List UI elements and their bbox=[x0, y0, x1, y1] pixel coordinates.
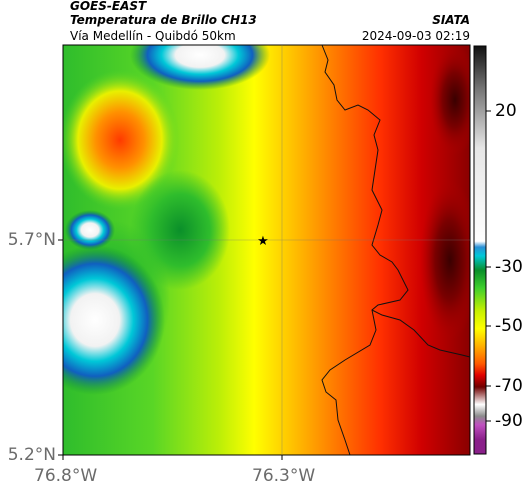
colorbar-tick-minus30: -30 bbox=[495, 257, 523, 277]
colorbar-tick-minus70: -70 bbox=[495, 376, 523, 396]
xtick-76.3W: 76.3°W bbox=[252, 466, 316, 486]
ytick-5.2N: 5.2°N bbox=[7, 445, 56, 465]
boundaries bbox=[321, 44, 471, 456]
gridlines bbox=[63, 45, 470, 455]
ytick-5.7N: 5.7°N bbox=[7, 230, 56, 250]
map-field bbox=[63, 45, 470, 455]
title-organization: SIATA bbox=[432, 13, 470, 27]
colorbar-tick-20: 20 bbox=[495, 101, 517, 121]
colorbar-tick-minus50: -50 bbox=[495, 316, 523, 336]
title-timestamp: 2024-09-03 02:19 bbox=[361, 29, 470, 43]
colorbar-tick-minus90: -90 bbox=[495, 411, 523, 431]
station-star: ★ bbox=[257, 234, 269, 249]
title-product: Temperatura de Brillo CH13 bbox=[70, 13, 257, 27]
axis-ticks bbox=[58, 239, 283, 460]
colorbar bbox=[473, 45, 491, 455]
xtick-76.8W: 76.8°W bbox=[34, 466, 98, 486]
title-satellite: GOES-EAST bbox=[70, 0, 147, 13]
title-location: Vía Medellín - Quibdó 50km bbox=[70, 29, 236, 43]
